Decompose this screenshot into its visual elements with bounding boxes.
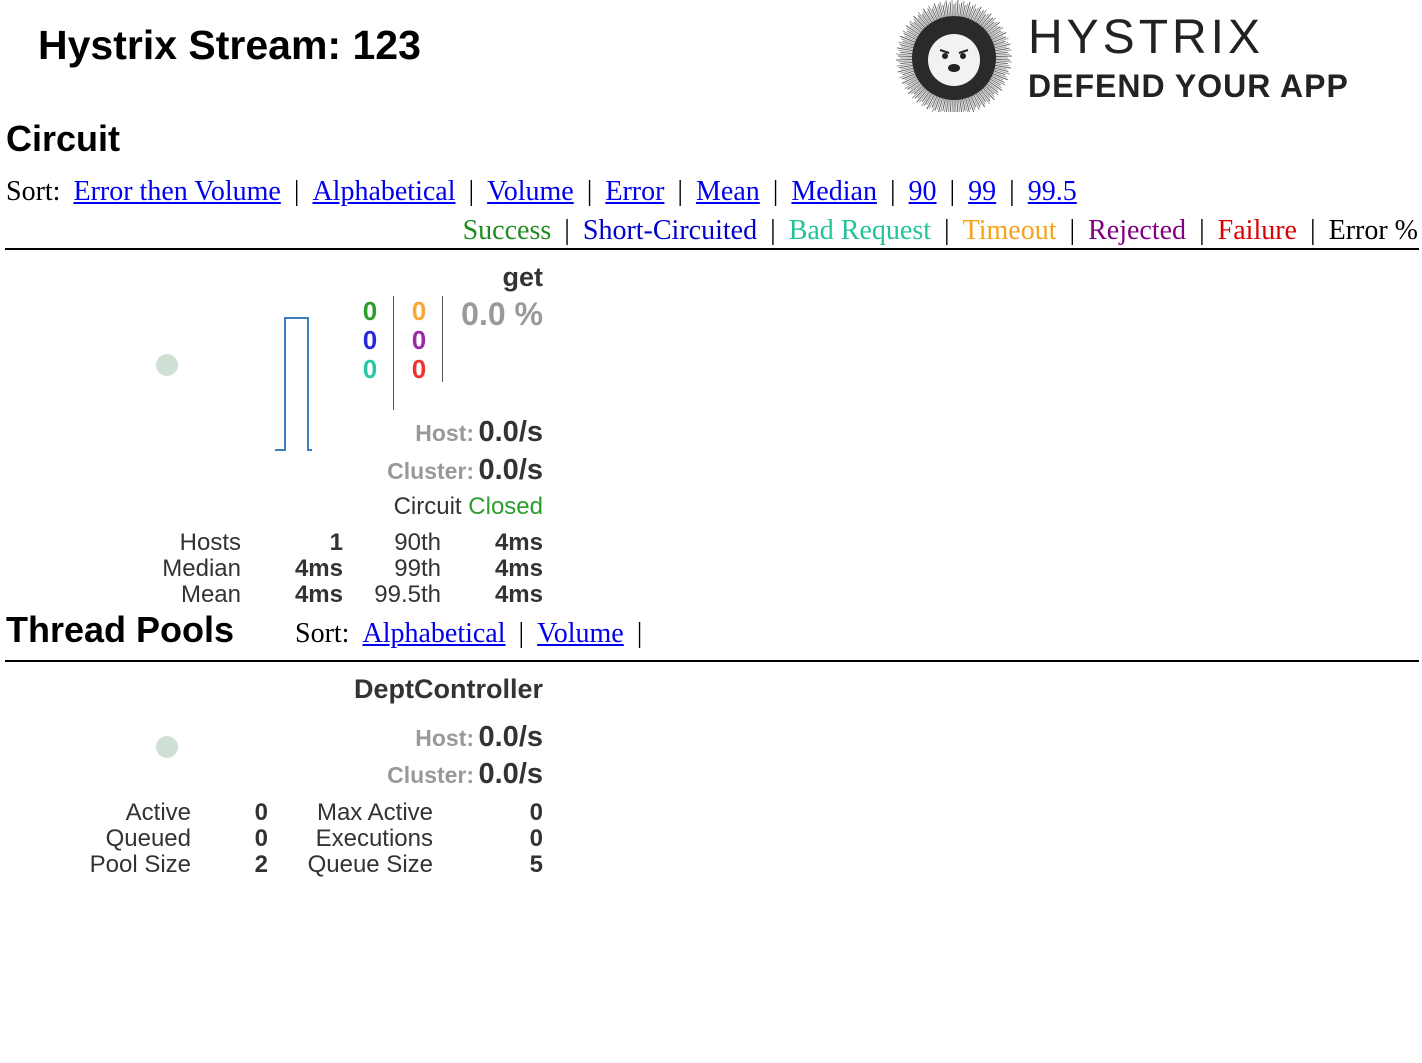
legend-rejected: Rejected — [1088, 215, 1187, 246]
success-count: 0 — [362, 296, 378, 326]
thread-pools-heading: Thread Pools — [6, 609, 235, 650]
legend-timeout: Timeout — [962, 215, 1057, 246]
circuit-legend: Success | Short-Circuited | Bad Request | Time… — [462, 215, 1418, 246]
failure-count: 0 — [411, 354, 427, 384]
circuit-cluster-rate: Cluster: 0.0/s — [387, 454, 543, 486]
threadpool-name: DeptController — [354, 674, 543, 704]
threadpool-sort-bar: Sort: Alphabetical | Volume | — [295, 618, 643, 649]
max-active-label: Max Active — [316, 799, 433, 826]
threadpool-sort-volume-link[interactable]: Volume — [537, 618, 624, 649]
legend-short-circuited: Short-Circuited — [582, 215, 758, 246]
active-label: Active — [125, 799, 191, 826]
mean-label: Mean — [180, 581, 241, 608]
circuit-name: get — [502, 262, 544, 292]
active-value: 0 — [254, 799, 268, 826]
queued-value: 0 — [254, 825, 268, 852]
logo-tagline: DEFEND YOUR APP — [1028, 68, 1349, 104]
sort-label: Sort: — [6, 176, 61, 207]
stream-title: Hystrix Stream: 123 — [38, 22, 421, 68]
p99-5-label: 99.5th — [374, 581, 441, 608]
queued-label: Queued — [105, 825, 191, 852]
hosts-label: Hosts — [179, 529, 241, 556]
hosts-value: 1 — [329, 529, 343, 556]
threadpool-divider — [5, 660, 1419, 662]
timeout-count: 0 — [411, 296, 427, 326]
circuit-health-circle — [156, 354, 178, 376]
count-divider-1 — [393, 296, 394, 410]
p90-label: 90th — [394, 529, 441, 556]
median-label: Median — [162, 555, 241, 582]
queue-size-label: Queue Size — [307, 851, 433, 878]
threadpool-health-circle — [156, 736, 178, 758]
executions-value: 0 — [529, 825, 543, 852]
sort-median-link[interactable]: Median — [791, 176, 877, 207]
circuit-sparkline — [275, 317, 312, 451]
error-percentage: 0.0 % — [461, 296, 543, 332]
mean-value: 4ms — [294, 581, 343, 608]
logo-wordmark: HYSTRIX — [1028, 11, 1265, 64]
legend-failure: Failure — [1217, 215, 1297, 246]
circuit-host-rate: Host: 0.0/s — [415, 416, 543, 448]
hystrix-logo — [874, 0, 1404, 112]
sort-99-link[interactable]: 99 — [968, 176, 997, 207]
sort-error-then-volume-link[interactable]: Error then Volume — [73, 176, 281, 207]
circuit-status-value: Closed — [468, 493, 543, 520]
median-value: 4ms — [294, 555, 343, 582]
sort-99-5-link[interactable]: 99.5 — [1027, 176, 1077, 207]
sort-alphabetical-link[interactable]: Alphabetical — [312, 176, 456, 207]
sort-error-link[interactable]: Error — [605, 176, 665, 207]
circuit-heading: Circuit — [6, 118, 121, 159]
circuit-status: Circuit Closed — [393, 493, 543, 520]
short-circuited-count: 0 — [362, 325, 378, 355]
porcupine-icon — [896, 0, 1012, 112]
p99-label: 99th — [394, 555, 441, 582]
threadpool-host-rate: Host: 0.0/s — [415, 721, 543, 753]
threadpool-sort-label: Sort: — [295, 618, 350, 649]
threadpool-cluster-rate: Cluster: 0.0/s — [387, 758, 543, 790]
count-divider-2 — [442, 296, 443, 382]
pool-size-value: 2 — [254, 851, 268, 878]
threadpool-sort-alphabetical-link[interactable]: Alphabetical — [362, 618, 506, 649]
queue-size-value: 5 — [529, 851, 543, 878]
legend-success: Success — [462, 215, 552, 246]
p99-5-value: 4ms — [494, 581, 543, 608]
executions-label: Executions — [315, 825, 433, 852]
p99-value: 4ms — [494, 555, 543, 582]
p90-value: 4ms — [494, 529, 543, 556]
legend-error-percent: Error % — [1328, 215, 1418, 246]
rejected-count: 0 — [411, 325, 427, 355]
circuit-sort-bar: Sort: Error then Volume | Alphabetical | Vol… — [6, 176, 1077, 207]
bad-request-count: 0 — [362, 354, 378, 384]
sort-volume-link[interactable]: Volume — [487, 176, 574, 207]
sort-mean-link[interactable]: Mean — [696, 176, 760, 207]
max-active-value: 0 — [529, 799, 543, 826]
circuit-divider — [5, 248, 1419, 250]
pool-size-label: Pool Size — [89, 851, 191, 878]
legend-bad-request: Bad Request — [788, 215, 931, 246]
sort-90-link[interactable]: 90 — [908, 176, 937, 207]
